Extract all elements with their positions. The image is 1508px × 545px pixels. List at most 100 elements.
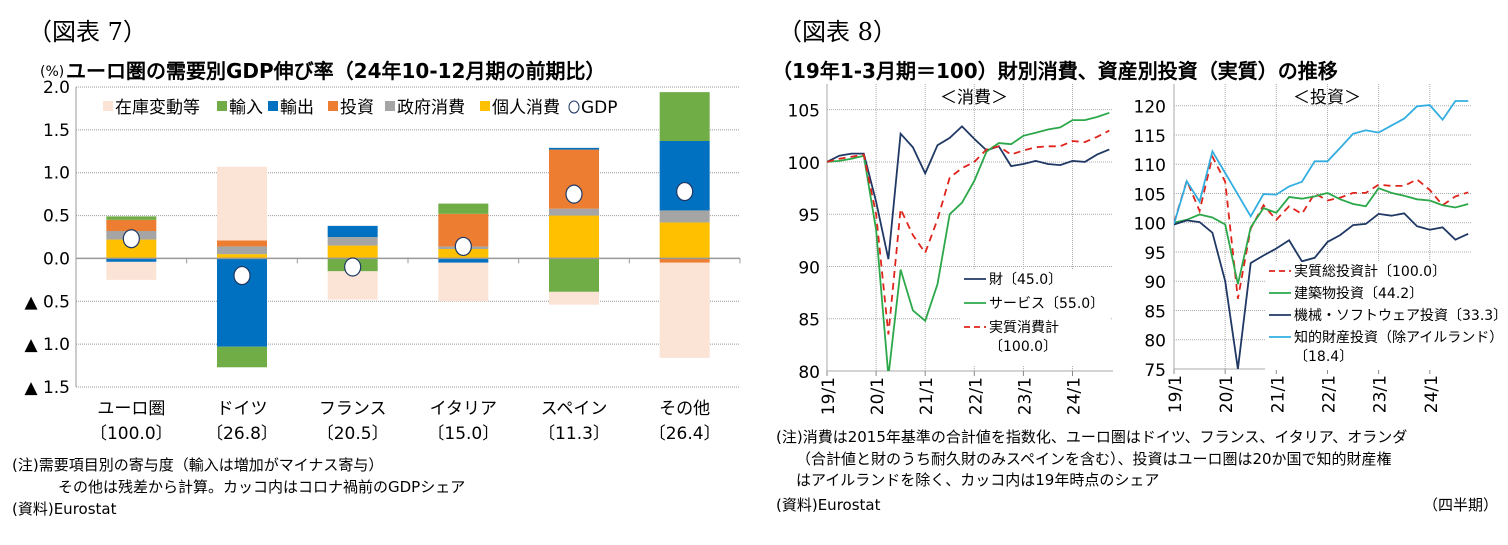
gdp-marker bbox=[344, 257, 362, 277]
legend-label-share: 〔18.4〕 bbox=[1294, 349, 1353, 365]
fig8-title: （19年1-3月期＝100）財別消費、資産別投資（実質）の推移 bbox=[772, 59, 1338, 83]
fig8-note-3: はアイルランドを除く、カッコ内は19年時点のシェア bbox=[796, 471, 1159, 489]
fig7-title: ユーロ圏の需要別GDP伸び率（24年10-12月期の前期比） bbox=[66, 59, 605, 83]
series-line bbox=[1174, 212, 1469, 369]
category-label: ユーロ圏 bbox=[97, 399, 165, 419]
gdp-marker bbox=[565, 184, 583, 204]
series-line bbox=[827, 111, 1110, 371]
y-tick-label: 1.0 bbox=[43, 164, 70, 184]
legend-label: 財〔45.0〕 bbox=[989, 272, 1062, 288]
y-tick-label: 2.0 bbox=[43, 78, 70, 98]
y-tick-label: 110 bbox=[1134, 156, 1166, 176]
category-label: スペイン bbox=[541, 399, 608, 419]
gdp-marker bbox=[676, 181, 694, 202]
bar-segment bbox=[217, 346, 267, 368]
bar-segment bbox=[438, 258, 489, 263]
fig7-note-2: その他は残差から計算。カッコ内はコロナ禍前のGDPシェア bbox=[58, 478, 465, 496]
bar-segment bbox=[327, 237, 378, 246]
bar-segment bbox=[659, 210, 710, 223]
y-tick-label: ▲ 1.5 bbox=[24, 378, 70, 398]
y-tick-label: 115 bbox=[1134, 127, 1166, 147]
fig8-frequency: （四半期） bbox=[1423, 496, 1498, 514]
legend-label: サービス〔55.0〕 bbox=[989, 296, 1104, 312]
series-line bbox=[827, 125, 1110, 260]
bar-segment bbox=[217, 240, 267, 247]
legend-swatch bbox=[217, 101, 227, 111]
legend-gdp-marker bbox=[568, 100, 580, 114]
x-tick-label: 19/1 bbox=[1166, 375, 1186, 413]
y-tick-label: ▲ 1.0 bbox=[24, 335, 70, 355]
legend-label: 機械・ソフトウェア投資〔33.3〕 bbox=[1294, 308, 1507, 324]
y-tick-label: 90 bbox=[798, 258, 820, 278]
y-tick-label: 95 bbox=[1144, 244, 1166, 264]
bar-segment bbox=[549, 208, 599, 216]
legend-label: 実質消費計 bbox=[989, 320, 1059, 336]
category-label: フランス bbox=[319, 399, 387, 419]
bar-segment bbox=[217, 246, 267, 255]
y-tick-label: 80 bbox=[798, 363, 820, 383]
category-label: ドイツ bbox=[217, 399, 268, 419]
series-line bbox=[1174, 100, 1469, 225]
legend-swatch bbox=[328, 101, 338, 111]
category-share-label: 〔100.0〕 bbox=[90, 424, 173, 444]
fig7-source: (資料)Eurostat bbox=[12, 500, 117, 518]
fig8-label: （図表 8） bbox=[778, 18, 897, 46]
x-tick-label: 21/1 bbox=[1268, 375, 1288, 413]
category-share-label: 〔11.3〕 bbox=[538, 424, 610, 444]
bar-segment bbox=[327, 225, 378, 237]
bar-segment bbox=[659, 262, 710, 358]
bar-segment bbox=[549, 258, 599, 292]
fig7-note-1: (注)需要項目別の寄与度（輸入は増加がマイナス寄与） bbox=[12, 456, 383, 474]
y-tick-label: 120 bbox=[1134, 98, 1166, 118]
series-line bbox=[1174, 187, 1469, 285]
bar-segment bbox=[659, 222, 710, 259]
bar-segment bbox=[659, 258, 710, 263]
legend-swatch bbox=[268, 101, 278, 111]
legend-swatch bbox=[480, 101, 490, 111]
legend-swatch bbox=[103, 101, 113, 111]
category-share-label: 〔20.5〕 bbox=[317, 424, 389, 444]
legend-label: 在庫変動等 bbox=[115, 98, 200, 118]
y-tick-label: 100 bbox=[788, 154, 820, 174]
y-tick-label: ▲ 0.5 bbox=[24, 292, 70, 312]
fig8-note-2: （合計値と財のうち耐久財のみスペインを含む）、投資はユーロ圏は20か国で知的財産… bbox=[796, 450, 1392, 468]
y-tick-label: 95 bbox=[798, 206, 820, 226]
fig8-source: (資料)Eurostat bbox=[776, 496, 881, 514]
legend-label: 実質総投資計〔100.0〕 bbox=[1294, 264, 1446, 280]
x-tick-label: 23/1 bbox=[1371, 375, 1391, 413]
y-tick-label: 85 bbox=[798, 311, 820, 331]
y-tick-label: 80 bbox=[1144, 332, 1166, 352]
x-tick-label: 22/1 bbox=[1319, 375, 1339, 413]
gdp-marker bbox=[454, 236, 472, 257]
bar-segment bbox=[106, 239, 157, 259]
y-tick-label: 75 bbox=[1144, 361, 1166, 381]
y-tick-label: 100 bbox=[1134, 215, 1166, 235]
panel-title: ＜消費＞ bbox=[940, 88, 1008, 108]
y-tick-label: 105 bbox=[1134, 185, 1166, 205]
legend-label: 知的財産投資（除アイルランド） bbox=[1294, 329, 1503, 346]
legend-box bbox=[1265, 262, 1490, 370]
bar-segment bbox=[659, 92, 710, 141]
y-tick-label: 90 bbox=[1144, 273, 1166, 293]
bar-segment bbox=[217, 166, 267, 241]
legend-swatch bbox=[385, 101, 395, 111]
bar-segment bbox=[217, 254, 267, 259]
category-share-label: 〔15.0〕 bbox=[427, 424, 499, 444]
fig7-label: （図表 7） bbox=[28, 18, 147, 46]
x-tick-label: 24/1 bbox=[1064, 377, 1084, 415]
bar-segment bbox=[106, 219, 157, 231]
bar-segment bbox=[549, 291, 599, 305]
y-tick-label: 0.0 bbox=[43, 249, 70, 269]
x-tick-label: 21/1 bbox=[917, 377, 937, 415]
gdp-marker bbox=[122, 229, 140, 249]
legend-label: 投資 bbox=[340, 98, 374, 118]
x-tick-label: 20/1 bbox=[1217, 375, 1237, 413]
gdp-marker bbox=[233, 265, 251, 286]
legend-label: 輸出 bbox=[280, 98, 314, 118]
x-tick-label: 20/1 bbox=[868, 377, 888, 415]
fig7-title-unit: (%) bbox=[40, 64, 64, 80]
y-tick-label: 1.5 bbox=[43, 121, 70, 141]
y-tick-label: 105 bbox=[788, 102, 820, 122]
